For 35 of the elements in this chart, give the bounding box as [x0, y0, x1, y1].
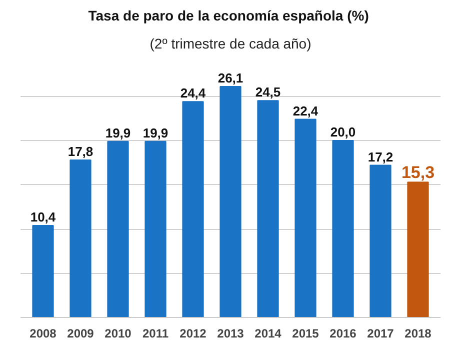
x-tick-label: 2018 [404, 326, 432, 340]
x-tick-label: 2014 [254, 326, 282, 340]
bar [407, 182, 429, 318]
data-label: 22,4 [292, 103, 319, 118]
data-label: 17,8 [68, 144, 94, 159]
chart-subtitle: (2º trimestre de cada año) [150, 36, 312, 52]
bar [370, 164, 392, 318]
x-tick-label: 2010 [104, 326, 132, 340]
bar [144, 140, 166, 318]
bar [294, 118, 316, 318]
bar [220, 86, 242, 318]
data-label: 24,4 [180, 86, 206, 101]
x-tick-label: 2013 [217, 326, 244, 340]
data-label: 15,3 [401, 163, 435, 182]
data-label: 24,5 [255, 84, 281, 100]
x-tick-label: 2016 [330, 326, 357, 340]
bar [182, 101, 204, 318]
x-tick-label: 2011 [142, 326, 169, 340]
data-label: 19,9 [142, 125, 168, 140]
x-tick-label: 2009 [67, 326, 94, 340]
data-label: 20,0 [330, 124, 356, 140]
x-tick-label: 2015 [292, 326, 320, 340]
data-label: 17,2 [368, 149, 394, 164]
x-tick-label: 2008 [30, 326, 57, 340]
bar [32, 224, 54, 318]
x-tick-label: 2012 [180, 326, 207, 340]
bar [70, 159, 92, 318]
bar [107, 140, 129, 318]
chart-title: Tasa de paro de la economía española (%) [88, 8, 369, 24]
x-tick-label: 2017 [367, 326, 394, 340]
bar [332, 140, 354, 318]
data-label: 19,9 [105, 125, 131, 140]
bar [257, 100, 279, 318]
data-label: 26,1 [218, 70, 244, 86]
data-label: 10,4 [30, 209, 56, 224]
